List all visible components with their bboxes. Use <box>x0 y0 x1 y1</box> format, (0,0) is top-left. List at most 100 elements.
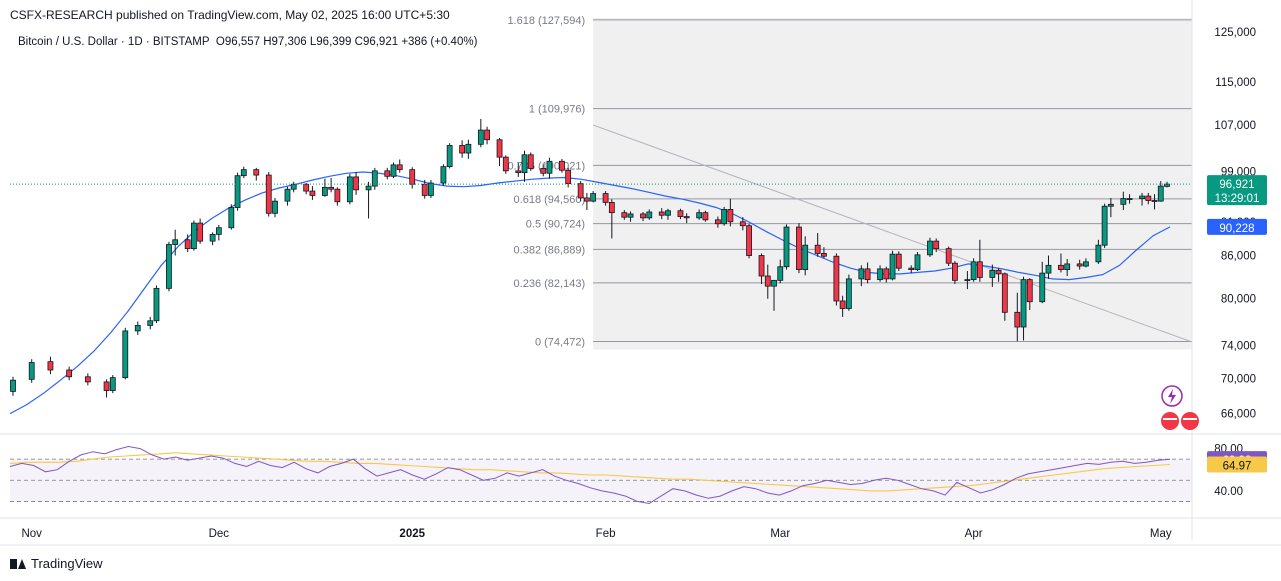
bull-candle <box>914 252 921 272</box>
bear-candle <box>265 172 272 217</box>
bull-candle <box>28 359 35 383</box>
candle-body <box>215 227 222 235</box>
bull-candle <box>1107 197 1114 218</box>
bull-candle <box>234 172 241 211</box>
bull-candle <box>1083 258 1089 268</box>
candle-body <box>384 170 391 177</box>
bear-candle <box>758 253 765 284</box>
lightning-bolt-icon <box>1168 389 1176 404</box>
tradingview-logo-icon <box>10 558 26 569</box>
bull-candle <box>665 208 671 220</box>
bear-candle <box>1058 253 1064 273</box>
time-axis-label: Dec <box>209 528 230 540</box>
candle-body <box>1164 183 1170 187</box>
time-axis-label: Nov <box>21 528 42 540</box>
bull-candle <box>845 274 852 311</box>
bear-candle <box>103 379 110 398</box>
us-flag-icon <box>1181 412 1199 430</box>
tradingview-brand[interactable]: TradingView <box>10 556 103 571</box>
last-price-tag-text: 96,921 <box>1219 179 1254 191</box>
candle-body <box>1145 195 1152 201</box>
candle-body <box>390 164 397 177</box>
candle-body <box>764 275 771 287</box>
bear-candle <box>727 198 734 227</box>
bull-candle <box>627 211 634 222</box>
candle-body <box>995 269 1002 275</box>
candle-body <box>371 170 378 187</box>
candle-body <box>1126 198 1133 200</box>
candle-body <box>440 166 447 184</box>
bull-candle <box>1126 194 1133 204</box>
time-axis-label: Mar <box>770 528 790 540</box>
fib-level-label: 0.618 (94,560) <box>514 194 586 206</box>
candle-body <box>197 222 204 242</box>
fib-level-label: 0.382 (86,889) <box>514 244 586 256</box>
bull-candle <box>1139 192 1145 206</box>
candle-body <box>952 262 958 281</box>
bear-candle <box>764 264 771 299</box>
candle-body <box>621 212 628 218</box>
candle-body <box>109 377 116 391</box>
bull-candle <box>1020 276 1027 341</box>
bear-candle <box>833 253 840 306</box>
bear-candle <box>895 251 902 272</box>
candle-body <box>1064 263 1071 270</box>
candle-body <box>1139 195 1145 199</box>
candle-body <box>739 221 746 227</box>
symbol-name[interactable]: Bitcoin / U.S. Dollar · 1D · BITSTAMP <box>18 36 210 48</box>
candle-body <box>845 278 852 309</box>
candle-body <box>839 300 846 309</box>
bear-candle <box>976 239 983 282</box>
bear-candle <box>864 262 871 284</box>
candle-body <box>1120 198 1127 205</box>
candle-body <box>190 222 197 250</box>
candle-body <box>877 268 883 281</box>
candle-body <box>933 240 940 250</box>
candle-body <box>477 129 484 145</box>
bull-candle <box>1164 181 1170 188</box>
bull-candle <box>783 224 790 270</box>
time-axis-label: 2025 <box>399 528 425 540</box>
bear-candle <box>502 155 509 174</box>
ma-price-tag: 90,228 <box>1207 218 1267 235</box>
rsi-axis-tick: 40.00 <box>1214 486 1243 498</box>
candle-body <box>590 193 597 202</box>
bear-candle <box>309 186 316 200</box>
candle-body <box>1001 273 1008 313</box>
rsi-ma-value-tag-text: 64.97 <box>1223 460 1252 472</box>
candle-body <box>353 176 359 191</box>
candle-body <box>677 210 684 217</box>
candle-body <box>608 202 615 214</box>
candle-body <box>84 376 91 383</box>
bull-candle <box>321 178 328 197</box>
candle-body <box>814 244 821 254</box>
candle-body <box>1083 261 1089 267</box>
bull-candle <box>228 204 235 230</box>
candle-body <box>484 129 490 141</box>
candle-body <box>602 193 609 203</box>
candle-body <box>646 211 653 219</box>
bull-candle <box>166 241 172 292</box>
bear-candle <box>197 218 204 244</box>
candle-body <box>421 183 428 196</box>
bull-candle <box>172 229 179 256</box>
bull-candle <box>147 316 154 330</box>
publisher-line: CSFX-RESEARCH published on TradingView.c… <box>10 8 450 22</box>
candle-body <box>1151 200 1158 202</box>
bull-candle <box>134 321 141 335</box>
candle-body <box>777 266 784 281</box>
price-axis-tick: 115,000 <box>1215 77 1256 89</box>
bull-candle <box>1064 259 1071 277</box>
fib-level-label: 0 (74,472) <box>535 336 585 348</box>
bull-candle <box>771 279 777 311</box>
bull-candle <box>477 118 484 148</box>
bull-candle <box>428 179 434 198</box>
bear-candle <box>1001 272 1008 321</box>
bear-candle <box>839 295 846 317</box>
bull-candle <box>109 375 116 394</box>
candle-body <box>1058 264 1064 270</box>
candle-body <box>546 160 553 174</box>
bull-candle <box>371 167 378 190</box>
bull-candle <box>696 209 703 220</box>
